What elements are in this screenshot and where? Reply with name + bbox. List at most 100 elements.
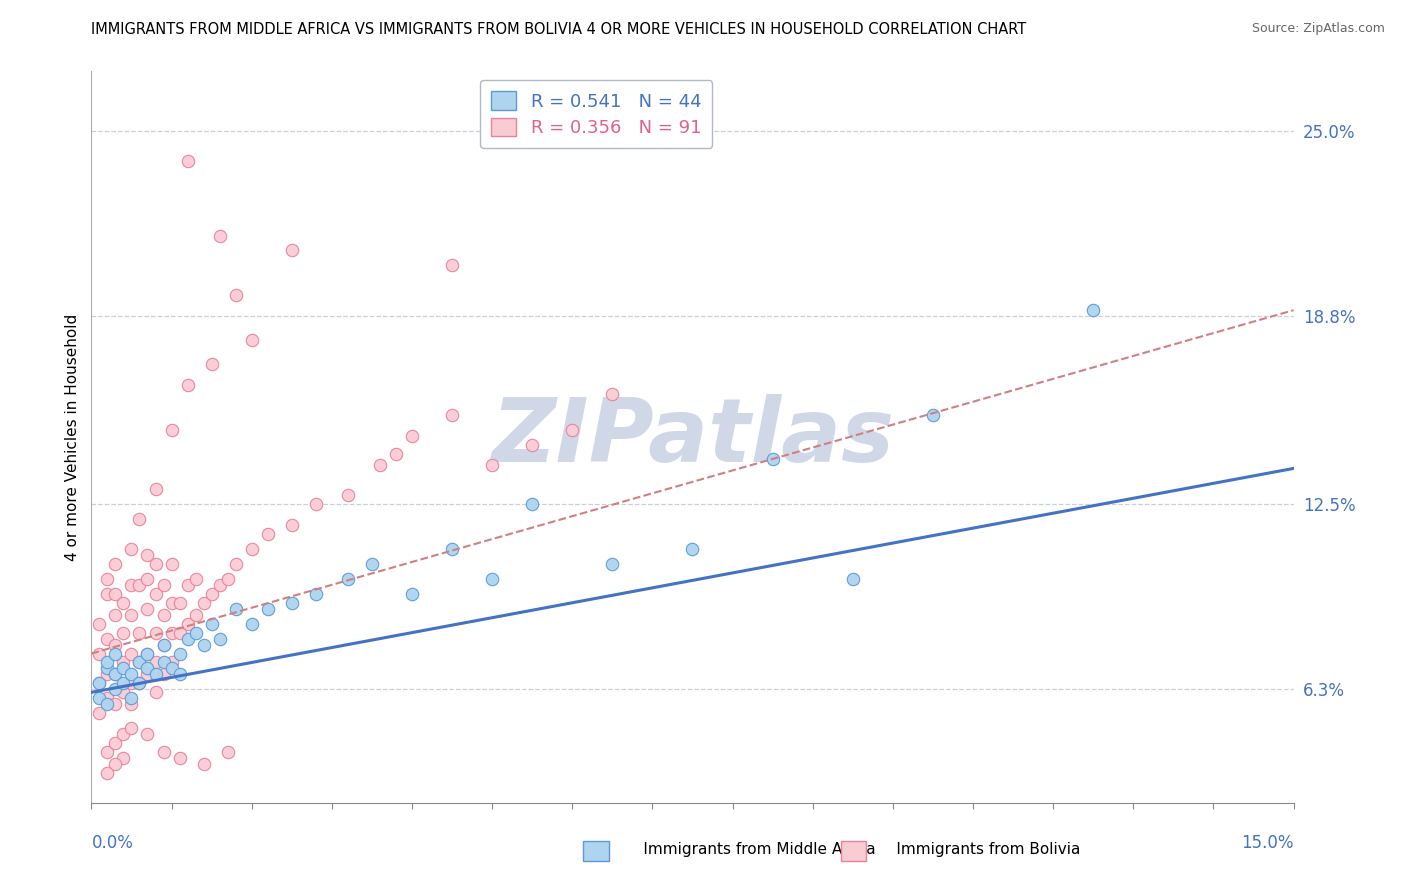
Point (169, 625, 191, 640)
Point (201, 616, 224, 631)
Point (169, 751, 191, 765)
Point (112, 625, 135, 640)
Y-axis label: 4 or more Vehicles in Household: 4 or more Vehicles in Household (65, 313, 80, 561)
Point (104, 698, 127, 712)
Text: IMMIGRANTS FROM MIDDLE AFRICA VS IMMIGRANTS FROM BOLIVIA 4 OR MORE VEHICLES IN H: IMMIGRANTS FROM MIDDLE AFRICA VS IMMIGRA… (91, 22, 1026, 37)
Point (368, 458, 391, 473)
Point (128, 676, 150, 690)
Point (217, 572, 239, 586)
Point (145, 625, 167, 640)
Point (193, 638, 215, 652)
Point (96, 698, 118, 712)
Point (256, 527, 278, 541)
Point (152, 578, 174, 592)
Point (481, 572, 503, 586)
Point (193, 596, 215, 610)
Point (225, 288, 247, 302)
Point (256, 601, 278, 615)
Point (121, 721, 143, 735)
Point (440, 259, 463, 273)
Point (152, 745, 174, 759)
Point (121, 647, 143, 661)
Point (89, 676, 111, 690)
Point (112, 661, 135, 675)
Point (96, 745, 118, 759)
Point (160, 625, 183, 640)
Point (160, 557, 183, 571)
Point (89, 706, 111, 721)
Point (440, 408, 463, 422)
Text: 0.0%: 0.0% (91, 834, 134, 852)
Point (336, 488, 359, 502)
Point (145, 483, 167, 497)
Point (104, 638, 127, 652)
Point (104, 607, 127, 622)
Point (128, 578, 150, 592)
Point (104, 647, 127, 661)
Point (201, 587, 224, 601)
Point (136, 572, 159, 586)
Text: ZIPatlas: ZIPatlas (491, 393, 894, 481)
Point (481, 458, 503, 473)
Point (561, 423, 583, 437)
Point (104, 756, 127, 771)
Point (112, 596, 135, 610)
Point (136, 661, 159, 675)
Point (136, 667, 159, 681)
Point (145, 587, 167, 601)
Point (681, 542, 703, 557)
Point (128, 656, 150, 670)
Point (201, 357, 224, 371)
Point (440, 542, 463, 557)
Point (128, 512, 150, 526)
Point (841, 572, 863, 586)
Point (208, 632, 231, 646)
Point (89, 691, 111, 706)
Point (176, 153, 198, 168)
Point (112, 685, 135, 699)
Point (176, 578, 198, 592)
Point (184, 572, 207, 586)
Point (121, 676, 143, 690)
Point (121, 698, 143, 712)
Point (762, 452, 785, 467)
Point (160, 661, 183, 675)
Point (128, 676, 150, 690)
Point (176, 632, 198, 646)
Point (136, 727, 159, 741)
Point (208, 578, 231, 592)
Point (96, 656, 118, 670)
Point (169, 647, 191, 661)
Point (121, 578, 143, 592)
Point (104, 587, 127, 601)
Point (96, 667, 118, 681)
Point (240, 616, 263, 631)
Point (112, 676, 135, 690)
Point (225, 601, 247, 615)
Point (217, 745, 239, 759)
Point (160, 656, 183, 670)
Point (152, 656, 174, 670)
Point (128, 656, 150, 670)
Point (281, 596, 304, 610)
Point (96, 572, 118, 586)
Point (121, 667, 143, 681)
Point (240, 333, 263, 347)
Point (96, 691, 118, 706)
Point (401, 428, 423, 442)
Point (184, 625, 207, 640)
Point (176, 616, 198, 631)
Point (96, 766, 118, 780)
Point (176, 377, 198, 392)
Point (121, 691, 143, 706)
Point (112, 727, 135, 741)
Point (401, 587, 423, 601)
Point (89, 647, 111, 661)
Point (152, 638, 174, 652)
Point (160, 596, 183, 610)
Point (136, 548, 159, 562)
Point (281, 244, 304, 258)
Point (89, 676, 111, 690)
Point (208, 228, 231, 243)
Point (104, 667, 127, 681)
